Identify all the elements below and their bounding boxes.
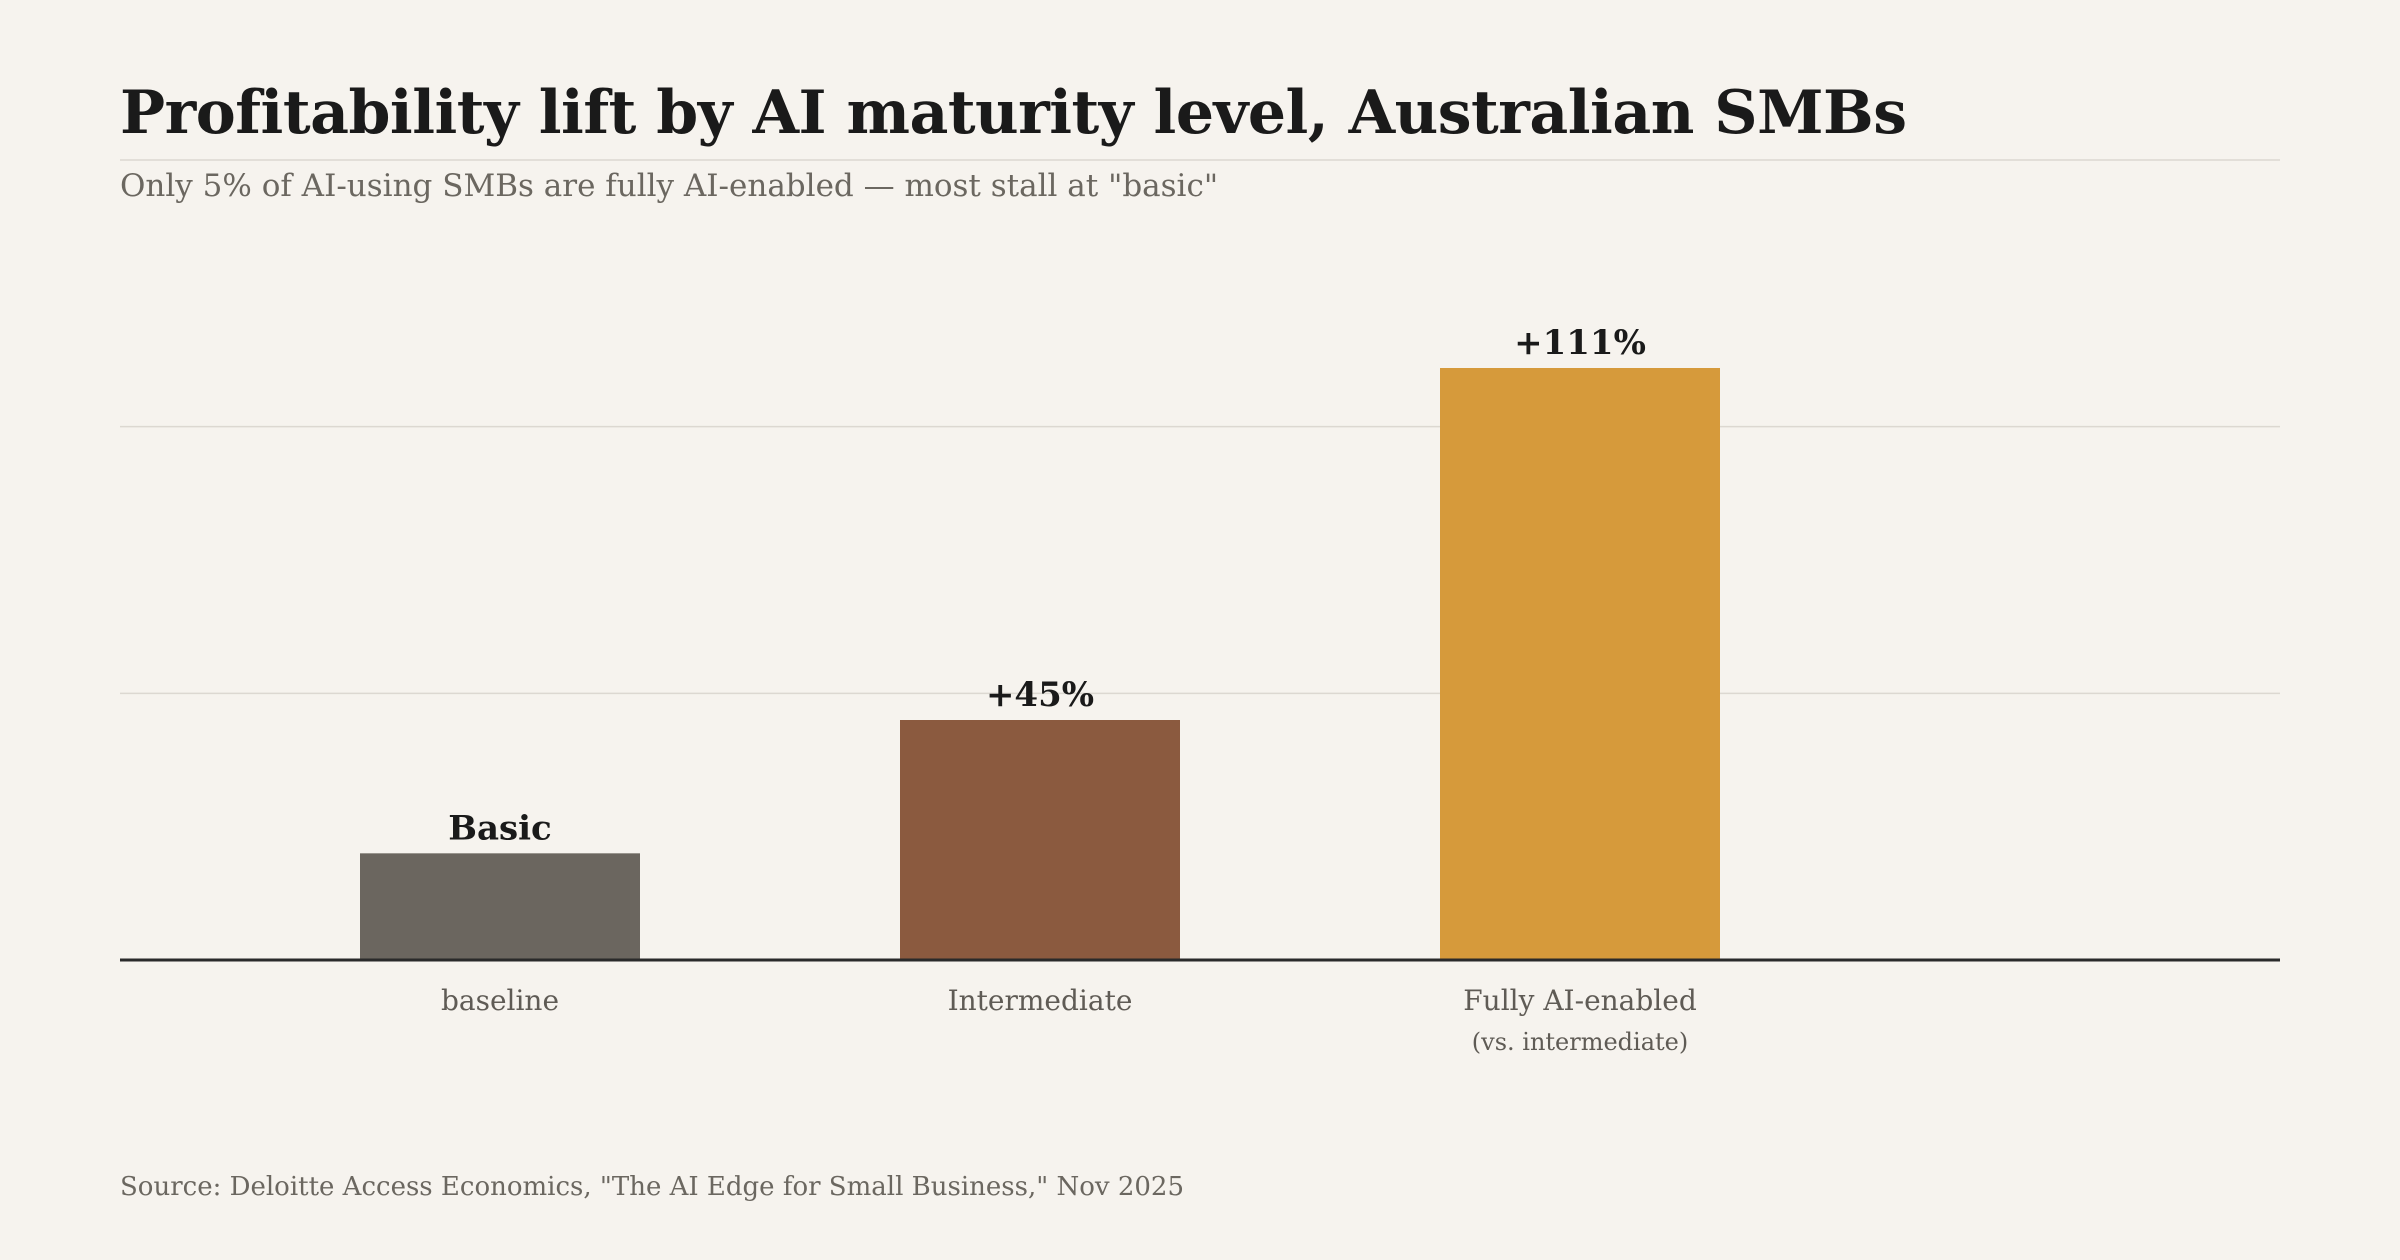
data-label-1: Basic: [448, 808, 552, 848]
chart-title: Profitability lift by AI maturity level,…: [120, 78, 1907, 148]
x-tick-sublabel-3: (vs. intermediate): [1472, 1028, 1688, 1056]
bar-1: [360, 853, 640, 960]
bar-3: [1440, 368, 1720, 960]
bar-2: [900, 720, 1180, 960]
x-tick-label-3: Fully AI-enabled: [1463, 984, 1697, 1017]
chart-subtitle: Only 5% of AI-using SMBs are fully AI-en…: [120, 168, 1219, 204]
source-note: Source: Deloitte Access Economics, "The …: [120, 1172, 1185, 1202]
data-label-3: +111%: [1514, 323, 1646, 363]
x-tick-label-1: baseline: [441, 984, 559, 1017]
data-label-2: +45%: [986, 675, 1094, 715]
x-tick-label-2: Intermediate: [948, 984, 1133, 1017]
